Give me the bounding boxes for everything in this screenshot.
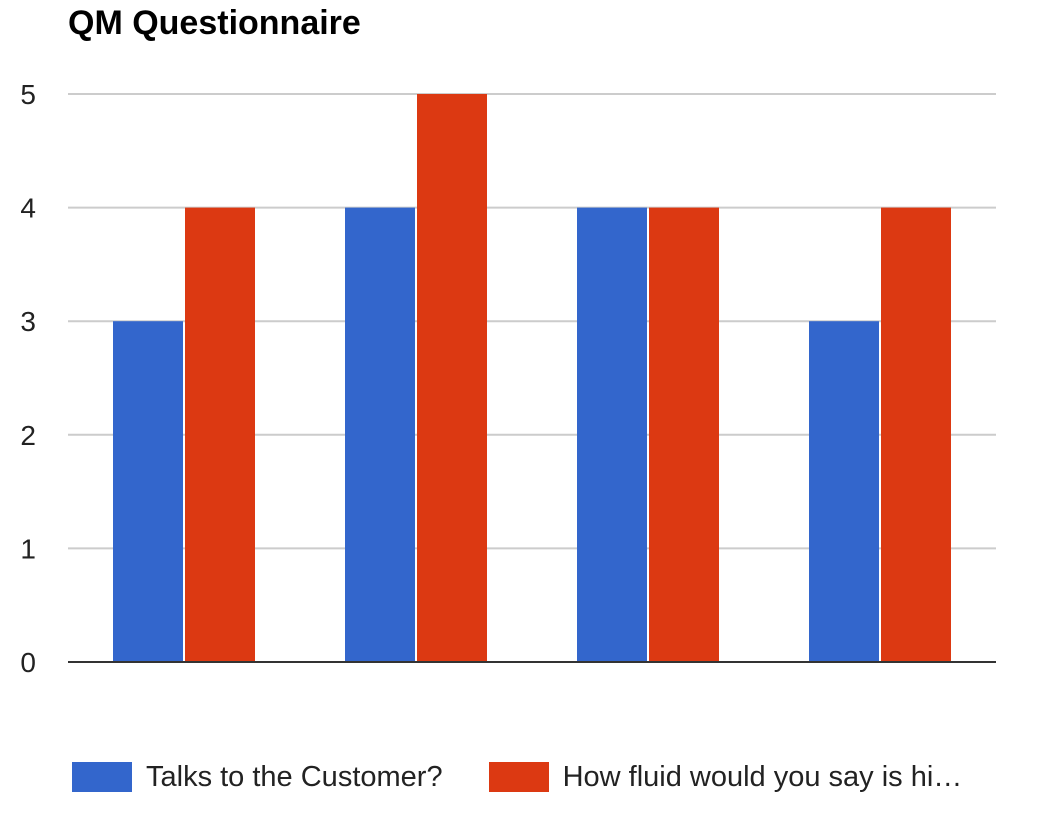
bar-series-2-category-1[interactable] [185, 207, 255, 662]
bar-series-2-category-3[interactable] [649, 207, 719, 662]
legend-label-series-2: How fluid would you say is hi… [562, 760, 963, 793]
y-tick-label: 2 [20, 420, 36, 451]
bar-chart: 0 1 2 3 4 5 [20, 79, 996, 678]
bar-series-1-category-1[interactable] [113, 321, 183, 662]
legend-swatch-series-1 [72, 762, 132, 792]
bar-series-2-category-4[interactable] [881, 207, 951, 662]
bar-series-1-category-3[interactable] [577, 207, 647, 662]
legend-item-series-1[interactable]: Talks to the Customer? [72, 761, 443, 794]
chart-title: QM Questionnaire [68, 4, 361, 42]
y-tick-label: 0 [20, 647, 36, 678]
y-axis-tick-labels: 0 1 2 3 4 5 [20, 79, 36, 678]
bar-series-1-category-2[interactable] [345, 207, 415, 662]
bar-series-1-category-4[interactable] [809, 321, 879, 662]
legend-swatch-series-2 [488, 762, 549, 792]
y-tick-label: 3 [20, 306, 36, 337]
legend-label-series-1: Talks to the Customer? [146, 760, 443, 793]
y-tick-label: 5 [20, 79, 36, 110]
y-tick-label: 1 [20, 533, 36, 564]
bars [113, 94, 951, 662]
y-tick-label: 4 [20, 193, 36, 224]
legend-item-series-2[interactable]: How fluid would you say is hi… [488, 760, 963, 794]
legend: Talks to the Customer? How fluid would y… [72, 757, 962, 797]
bar-series-2-category-2[interactable] [417, 94, 487, 662]
